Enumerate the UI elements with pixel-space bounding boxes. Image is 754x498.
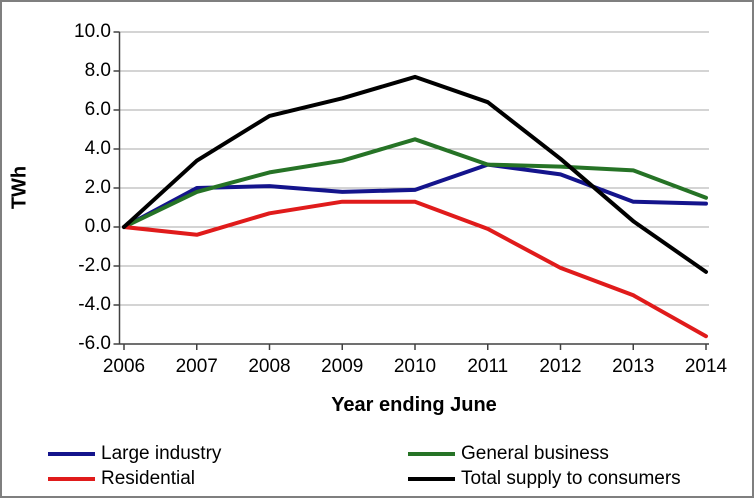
series-line-total-supply-to-consumers [122,74,708,274]
y-tick-label: 4.0 [84,138,111,159]
legend-label-general-business: General business [461,443,609,464]
legend-swatch-large-industry [48,451,95,456]
chart-legend: Large industry General business Resident… [48,442,738,490]
legend-label-total-supply: Total supply to consumers [461,468,681,489]
series-line-general-business [122,137,708,229]
y-tick-label: 10.0 [74,21,111,42]
legend-item-total-supply: Total supply to consumers [408,467,738,490]
y-tick-label: 6.0 [84,99,111,120]
x-tick-label: 2007 [175,356,218,377]
legend-item-general-business: General business [408,442,738,465]
series-line-residential [122,199,708,339]
x-tick-label: 2009 [321,356,364,377]
x-axis-title: Year ending June [331,394,497,416]
x-tick-label: 2010 [393,356,437,377]
legend-label-large-industry: Large industry [101,443,222,464]
x-tick-label: 2008 [248,356,291,377]
x-tick-label: 2006 [102,356,146,377]
legend-item-large-industry: Large industry [48,442,408,465]
y-tick-label: 0.0 [84,216,111,237]
y-tick-label: -2.0 [78,255,111,276]
x-tick-label: 2014 [684,356,728,377]
legend-swatch-general-business [408,451,455,456]
y-tick-label: 2.0 [84,177,111,198]
x-tick-label: 2013 [612,356,655,377]
y-tick-label: -4.0 [78,294,111,315]
legend-swatch-residential [48,476,95,481]
legend-swatch-total-supply [408,476,455,481]
y-axis-title: TWh [8,165,31,210]
y-tick-label: -6.0 [78,333,111,354]
series-line-large-industry [122,162,708,229]
x-tick-label: 2011 [467,356,509,377]
x-tick-label: 2012 [539,356,582,377]
legend-item-residential: Residential [48,467,408,490]
y-tick-label: 8.0 [84,60,111,81]
legend-label-residential: Residential [101,468,195,489]
